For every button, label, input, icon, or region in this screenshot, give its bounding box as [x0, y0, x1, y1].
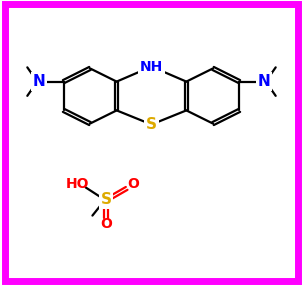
Text: N: N: [33, 74, 46, 89]
Text: O: O: [127, 177, 139, 191]
Text: N: N: [257, 74, 270, 89]
Text: NH: NH: [140, 60, 163, 74]
Text: HO: HO: [65, 177, 89, 191]
Text: O: O: [100, 217, 112, 231]
Text: S: S: [146, 117, 157, 132]
Text: S: S: [101, 192, 112, 207]
